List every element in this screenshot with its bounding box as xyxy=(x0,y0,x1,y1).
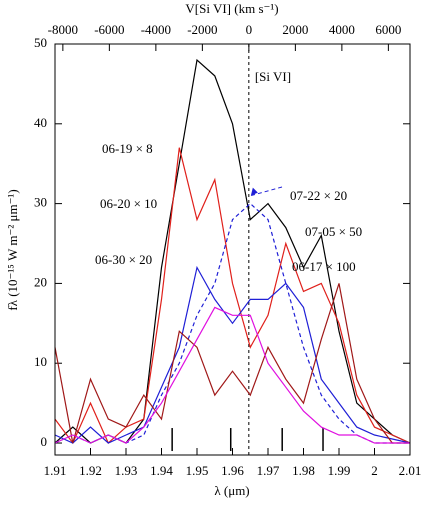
x-tick-label: 1.96 xyxy=(221,463,244,478)
x-tick-label: 1.92 xyxy=(79,463,102,478)
x-tick-label: 2 xyxy=(371,463,378,478)
x-tick-label: 1.99 xyxy=(328,463,351,478)
x2-tick-label: -2000 xyxy=(187,22,217,37)
x2-tick-label: -8000 xyxy=(48,22,78,37)
arrow-head xyxy=(250,187,258,196)
x2-tick-label: -6000 xyxy=(94,22,124,37)
series-line xyxy=(54,265,411,444)
y-tick-label: 10 xyxy=(34,354,47,369)
reference-label: [Si VI] xyxy=(255,69,291,84)
series-label: 06-20 × 10 xyxy=(100,196,157,211)
x-tick-label: 1.94 xyxy=(150,463,173,478)
series-label: 06-17 × 100 xyxy=(292,259,356,274)
x-tick-label: 1.98 xyxy=(292,463,315,478)
annotation-arrow xyxy=(250,186,283,197)
series-label: 06-19 × 8 xyxy=(102,141,153,156)
series-label: 07-22 × 20 xyxy=(290,188,347,203)
series-line xyxy=(54,306,410,444)
y-tick-label: 40 xyxy=(34,115,47,130)
x2-tick-label: 6000 xyxy=(375,22,401,37)
y-tick-label: 20 xyxy=(34,274,47,289)
x2-tick-label: 2000 xyxy=(282,22,308,37)
series-label: 07-05 × 50 xyxy=(305,224,362,239)
x-tick-label: 1.91 xyxy=(44,463,67,478)
series-line xyxy=(54,283,410,444)
x2-tick-label: 4000 xyxy=(329,22,355,37)
x-tick-label: 1.97 xyxy=(257,463,280,478)
series-line xyxy=(54,147,411,445)
x2-tick-label: -4000 xyxy=(141,22,171,37)
x-tick-label: 1.95 xyxy=(186,463,209,478)
x2-tick-label: 0 xyxy=(246,22,253,37)
x-axis-title: λ (μm) xyxy=(214,483,249,498)
y-axis-title: fλ (10⁻¹⁵ W m⁻² μm⁻¹) xyxy=(5,189,20,310)
y-tick-label: 30 xyxy=(34,195,47,210)
x-tick-label: 2.01 xyxy=(399,463,422,478)
y-tick-label: 50 xyxy=(34,35,47,50)
series-label: 06-30 × 20 xyxy=(95,252,152,267)
plot-frame xyxy=(54,43,411,456)
x-tick-label: 1.93 xyxy=(115,463,138,478)
y-tick-label: 0 xyxy=(41,434,48,449)
x2-axis-title: V[Si VI] (km s⁻¹) xyxy=(185,1,278,16)
